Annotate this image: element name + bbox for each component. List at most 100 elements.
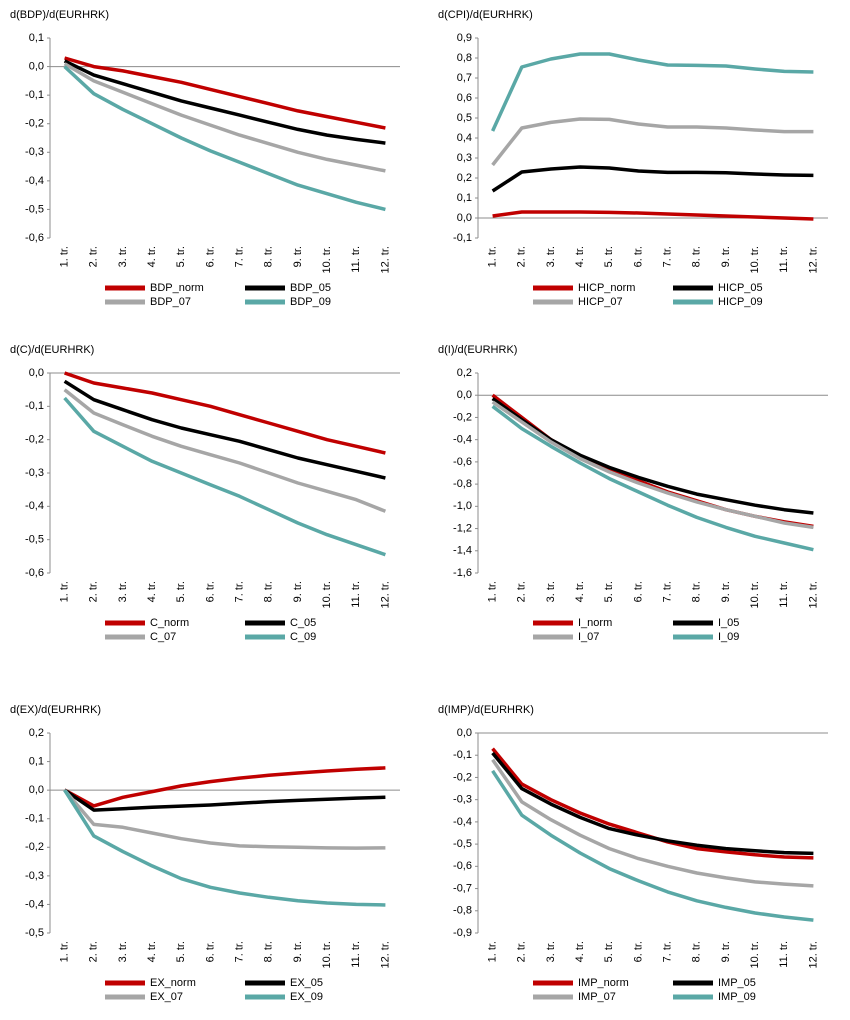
series-line bbox=[491, 165, 814, 193]
x-tick-label: 7. tr. bbox=[233, 941, 245, 962]
x-tick-label: 2. tr. bbox=[516, 581, 528, 602]
x-tick-label: 8. tr. bbox=[691, 246, 703, 267]
series-line bbox=[63, 396, 386, 557]
y-tick-label: 0,2 bbox=[29, 727, 44, 739]
y-tick-label: -0,3 bbox=[25, 146, 44, 158]
x-tick-label: 9. tr. bbox=[720, 246, 732, 267]
legend-label: EX_05 bbox=[290, 977, 323, 989]
chart-title: d(IMP)/d(EURHRK) bbox=[438, 704, 534, 716]
y-tick-label: -0,1 bbox=[453, 232, 472, 244]
series-line bbox=[491, 747, 814, 860]
series-line bbox=[63, 379, 386, 480]
legend-label: C_09 bbox=[290, 631, 316, 643]
x-tick-label: 6. tr. bbox=[204, 581, 216, 602]
y-tick-label: -0,6 bbox=[25, 567, 44, 579]
x-tick-label: 1. tr. bbox=[486, 941, 498, 962]
y-tick-label: -1,0 bbox=[453, 500, 472, 512]
legend-label: I_norm bbox=[578, 617, 612, 629]
legend-label: EX_norm bbox=[150, 977, 196, 989]
legend-label: C_05 bbox=[290, 617, 316, 629]
y-tick-label: 0,5 bbox=[457, 112, 472, 124]
series-line bbox=[63, 62, 386, 173]
y-tick-label: -0,7 bbox=[453, 882, 472, 894]
x-tick-label: 5. tr. bbox=[603, 941, 615, 962]
x-tick-label: 4. tr. bbox=[574, 581, 586, 602]
x-tick-label: 3. tr. bbox=[545, 246, 557, 267]
legend-label: IMP_norm bbox=[578, 977, 629, 989]
chart-title: d(BDP)/d(EURHRK) bbox=[10, 9, 109, 21]
y-tick-label: 0,1 bbox=[457, 192, 472, 204]
legend-label: BDP_07 bbox=[150, 296, 191, 308]
x-tick-label: 10. tr. bbox=[749, 581, 761, 609]
legend-label: BDP_norm bbox=[150, 282, 204, 294]
x-tick-label: 1. tr. bbox=[58, 581, 70, 602]
y-tick-label: -0,4 bbox=[453, 434, 472, 446]
x-tick-label: 7. tr. bbox=[661, 581, 673, 602]
x-tick-label: 8. tr. bbox=[263, 246, 275, 267]
x-tick-label: 6. tr. bbox=[632, 941, 644, 962]
x-tick-label: 4. tr. bbox=[146, 246, 158, 267]
y-tick-label: -0,1 bbox=[25, 813, 44, 825]
x-tick-label: 8. tr. bbox=[691, 581, 703, 602]
y-tick-label: -0,2 bbox=[25, 434, 44, 446]
series-line bbox=[491, 758, 814, 888]
y-tick-label: -0,6 bbox=[25, 232, 44, 244]
y-tick-label: -0,2 bbox=[25, 841, 44, 853]
y-tick-label: 0,8 bbox=[457, 52, 472, 64]
y-tick-label: -0,9 bbox=[453, 927, 472, 939]
y-tick-label: -0,3 bbox=[453, 794, 472, 806]
x-tick-label: 12. tr. bbox=[379, 581, 391, 609]
y-tick-label: 0,0 bbox=[29, 784, 44, 796]
x-tick-label: 3. tr. bbox=[117, 941, 129, 962]
series-line bbox=[491, 769, 814, 922]
series-line bbox=[491, 400, 814, 530]
x-tick-label: 11. tr. bbox=[778, 246, 790, 273]
y-tick-label: -1,6 bbox=[453, 567, 472, 579]
series-line bbox=[63, 788, 386, 812]
y-tick-label: -0,1 bbox=[25, 89, 44, 101]
x-tick-label: 9. tr. bbox=[720, 941, 732, 962]
y-tick-label: 0,2 bbox=[457, 367, 472, 379]
legend-label: EX_07 bbox=[150, 991, 183, 1003]
x-tick-label: 12. tr. bbox=[807, 581, 819, 609]
legend-label: IMP_07 bbox=[578, 991, 616, 1003]
x-tick-label: 6. tr. bbox=[632, 581, 644, 602]
x-tick-label: 9. tr. bbox=[292, 246, 304, 267]
x-tick-label: 1. tr. bbox=[486, 246, 498, 267]
chart-title: d(C)/d(EURHRK) bbox=[10, 344, 94, 356]
x-tick-label: 2. tr. bbox=[88, 581, 100, 602]
x-tick-label: 8. tr. bbox=[691, 941, 703, 962]
y-tick-label: -0,2 bbox=[25, 118, 44, 130]
y-tick-label: -0,5 bbox=[25, 203, 44, 215]
x-tick-label: 12. tr. bbox=[807, 941, 819, 969]
x-tick-label: 2. tr. bbox=[88, 246, 100, 267]
y-tick-label: 0,0 bbox=[29, 367, 44, 379]
x-tick-label: 12. tr. bbox=[379, 246, 391, 274]
x-tick-label: 2. tr. bbox=[516, 246, 528, 267]
series-line bbox=[63, 789, 386, 907]
x-tick-label: 5. tr. bbox=[603, 581, 615, 602]
series-line bbox=[64, 56, 386, 130]
y-tick-label: 0,0 bbox=[457, 389, 472, 401]
series-line bbox=[491, 117, 814, 167]
x-tick-label: 1. tr. bbox=[58, 941, 70, 962]
y-tick-label: 0,0 bbox=[457, 212, 472, 224]
y-tick-label: 0,4 bbox=[457, 132, 472, 144]
x-tick-label: 5. tr. bbox=[175, 581, 187, 602]
x-tick-label: 2. tr. bbox=[88, 941, 100, 962]
x-tick-label: 9. tr. bbox=[720, 581, 732, 602]
x-tick-label: 11. tr. bbox=[350, 246, 362, 273]
x-tick-label: 5. tr. bbox=[175, 941, 187, 962]
y-tick-label: -0,4 bbox=[25, 500, 44, 512]
legend-label: C_07 bbox=[150, 631, 176, 643]
x-tick-label: 6. tr. bbox=[204, 941, 216, 962]
y-tick-label: -0,5 bbox=[25, 534, 44, 546]
legend-label: HICP_norm bbox=[578, 282, 635, 294]
y-tick-label: -0,4 bbox=[453, 816, 472, 828]
y-tick-label: -1,4 bbox=[453, 545, 472, 557]
legend-label: IMP_05 bbox=[718, 977, 756, 989]
series-line bbox=[63, 766, 386, 808]
x-tick-label: 6. tr. bbox=[204, 246, 216, 267]
